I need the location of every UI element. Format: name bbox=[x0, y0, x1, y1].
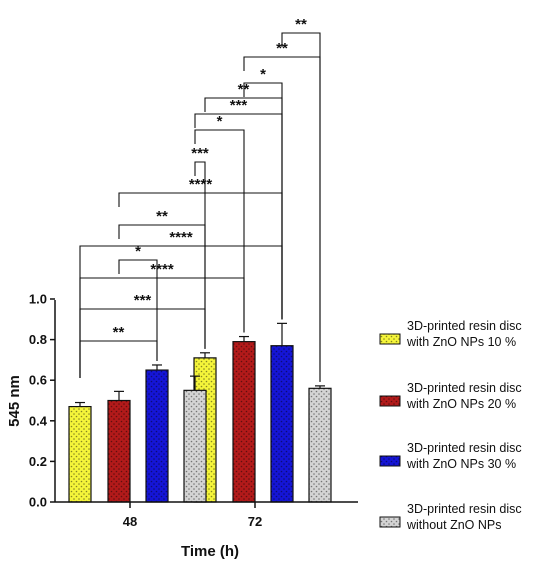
y-tick-label: 0.8 bbox=[29, 332, 47, 347]
significance-label: *** bbox=[230, 97, 248, 114]
legend-swatch-texture bbox=[380, 517, 400, 527]
y-tick-label: 0.0 bbox=[29, 495, 47, 510]
significance-bracket: ** bbox=[281, 16, 321, 382]
significance-bracket: *** bbox=[191, 145, 209, 349]
bar-texture bbox=[69, 406, 91, 502]
x-tick-label: 72 bbox=[248, 514, 262, 529]
legend-label: 3D-printed resin disc bbox=[407, 502, 522, 516]
y-axis-title: 545 nm bbox=[6, 375, 23, 427]
significance-bracket: * bbox=[243, 66, 283, 320]
legend-swatch-texture bbox=[380, 456, 400, 466]
significance-label: * bbox=[260, 66, 266, 83]
legend-swatch-texture bbox=[380, 334, 400, 344]
significance-label: * bbox=[135, 243, 141, 260]
legend-label: with ZnO NPs 30 % bbox=[406, 457, 516, 471]
x-tick-label: 48 bbox=[123, 514, 137, 529]
significance-label: **** bbox=[169, 229, 193, 246]
x-axis-title: Time (h) bbox=[181, 543, 239, 560]
legend: 3D-printed resin disc with ZnO NPs 10 % 3D… bbox=[379, 319, 522, 532]
legend-label: without ZnO NPs bbox=[406, 518, 501, 532]
significance-bracket: * bbox=[118, 243, 158, 361]
significance-label: ** bbox=[276, 40, 288, 57]
significance-label: ** bbox=[113, 324, 125, 341]
bar-texture bbox=[271, 345, 293, 502]
significance-label: ** bbox=[156, 208, 168, 225]
y-tick-label: 0.4 bbox=[29, 413, 48, 428]
significance-bracket: * bbox=[194, 113, 245, 333]
bar-texture bbox=[233, 341, 255, 502]
legend-label: with ZnO NPs 10 % bbox=[406, 335, 516, 349]
bar-texture bbox=[146, 370, 168, 502]
legend-label: 3D-printed resin disc bbox=[407, 319, 522, 333]
significance-bracket: **** bbox=[79, 261, 245, 378]
significance-label: ** bbox=[295, 16, 307, 33]
legend-label: 3D-printed resin disc bbox=[407, 441, 522, 455]
legend-swatch-texture bbox=[380, 396, 400, 406]
significance-label: * bbox=[217, 113, 223, 130]
y-tick-label: 1.0 bbox=[29, 292, 47, 307]
significance-label: **** bbox=[150, 261, 174, 278]
significance-label: **** bbox=[189, 176, 213, 193]
legend-label: 3D-printed resin disc bbox=[407, 381, 522, 395]
legend-label: with ZnO NPs 20 % bbox=[406, 397, 516, 411]
y-tick-label: 0.2 bbox=[29, 454, 47, 469]
bar-texture bbox=[108, 400, 130, 502]
significance-label: *** bbox=[191, 145, 209, 162]
bar-texture bbox=[309, 388, 331, 502]
y-tick-label: 0.6 bbox=[29, 373, 47, 388]
bar-texture bbox=[184, 390, 206, 502]
significance-bracket: *** bbox=[79, 292, 206, 378]
significance-label: *** bbox=[134, 292, 152, 309]
